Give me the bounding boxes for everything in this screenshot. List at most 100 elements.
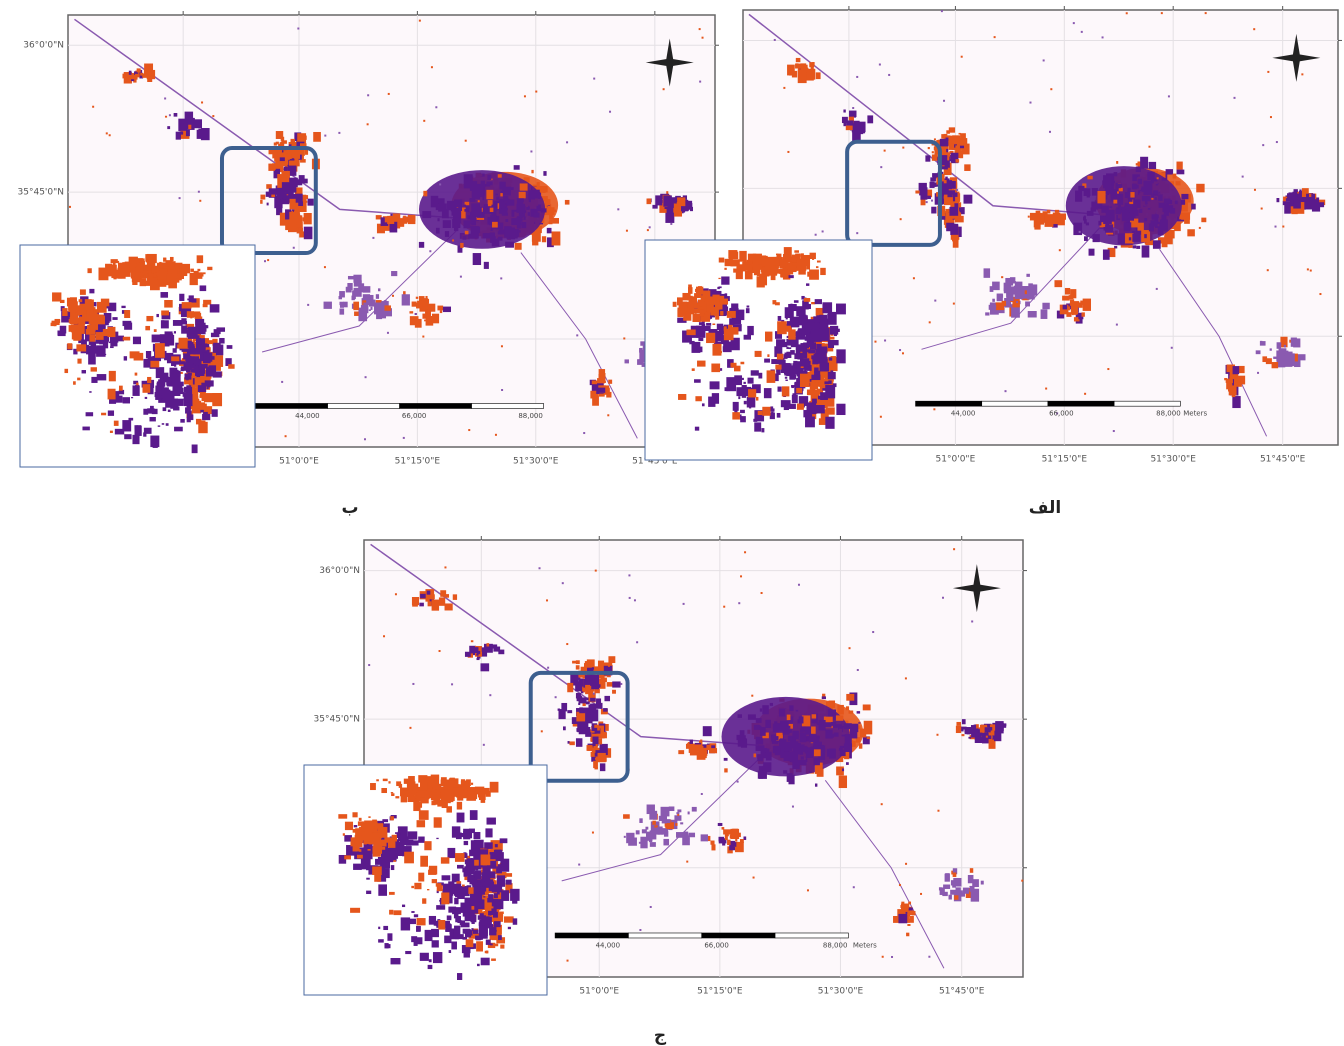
urban-patch [1176, 162, 1182, 170]
urban-patch [485, 910, 487, 911]
urban-patch [782, 326, 791, 332]
urban-patch [712, 344, 721, 356]
urban-patch [1140, 157, 1148, 169]
urban-patch [69, 206, 71, 208]
urban-patch [437, 306, 443, 311]
urban-patch [302, 151, 304, 153]
urban-patch [605, 388, 610, 394]
urban-patch [697, 361, 705, 367]
urban-patch [181, 318, 186, 323]
urban-patch [792, 731, 798, 740]
urban-patch [695, 396, 701, 401]
urban-patch [647, 198, 652, 204]
urban-patch [1016, 301, 1018, 303]
urban-patch [486, 951, 489, 954]
urban-patch [398, 827, 401, 829]
urban-patch [465, 140, 467, 142]
urban-patch [476, 869, 478, 870]
urban-patch [123, 321, 132, 326]
urban-patch [442, 209, 449, 218]
urban-patch [180, 419, 184, 423]
urban-patch [98, 268, 108, 281]
urban-patch [852, 107, 854, 109]
urban-patch [702, 326, 710, 331]
urban-patch [387, 216, 394, 224]
urban-patch [136, 383, 138, 386]
urban-patch [1238, 366, 1244, 373]
urban-patch [719, 258, 725, 263]
urban-patch [177, 273, 181, 276]
urban-patch [500, 838, 508, 843]
urban-patch [130, 351, 140, 358]
urban-patch [429, 866, 437, 875]
urban-patch [1148, 146, 1150, 148]
urban-patch [106, 321, 109, 324]
urban-patch [779, 739, 786, 748]
urban-patch [943, 100, 945, 102]
urban-patch [152, 335, 161, 343]
urban-patch [491, 958, 496, 960]
urban-patch [160, 292, 168, 298]
urban-patch [830, 337, 835, 340]
urban-patch [1256, 350, 1261, 354]
urban-patch [488, 894, 493, 900]
urban-patch [961, 56, 963, 58]
urban-patch [272, 163, 277, 168]
urban-patch [212, 409, 218, 417]
urban-patch [391, 792, 393, 793]
urban-patch [124, 434, 131, 439]
urban-patch [1072, 313, 1074, 315]
urban-patch [863, 704, 871, 710]
urban-patch [147, 408, 154, 413]
urban-patch [1113, 430, 1115, 432]
urban-patch [1021, 294, 1028, 298]
urban-patch [767, 354, 769, 357]
urban-patch [416, 918, 425, 925]
urban-patch [1089, 249, 1095, 256]
urban-patch [1276, 198, 1279, 202]
urban-patch [733, 402, 739, 411]
urban-patch [451, 208, 459, 216]
urban-patch [498, 935, 502, 940]
urban-patch [185, 112, 193, 123]
urban-patch [989, 305, 996, 310]
urban-patch [207, 387, 209, 389]
urban-patch [398, 839, 401, 842]
urban-patch [434, 795, 441, 801]
urban-patch [113, 275, 116, 279]
urban-patch [747, 397, 756, 408]
urban-patch [135, 373, 138, 376]
urban-patch [567, 683, 573, 692]
urban-patch [324, 302, 332, 309]
urban-patch [395, 593, 397, 595]
urban-patch [195, 313, 202, 319]
urban-patch [552, 231, 561, 245]
urban-patch [1085, 304, 1090, 311]
urban-patch [814, 749, 821, 756]
urban-patch [836, 349, 845, 363]
urban-patch [798, 317, 801, 322]
urban-patch [109, 265, 117, 276]
urban-patch [307, 199, 313, 206]
lon-label: 51°45'0"E [1260, 455, 1306, 465]
urban-patch [440, 590, 446, 597]
urban-patch [471, 906, 474, 910]
urban-patch [143, 409, 148, 415]
urban-patch [417, 820, 426, 827]
urban-patch [804, 298, 810, 302]
urban-patch [753, 877, 755, 879]
urban-patch [367, 849, 370, 851]
urban-patch [468, 887, 473, 894]
urban-patch [292, 158, 294, 160]
urban-patch [431, 196, 438, 208]
urban-patch [423, 120, 425, 122]
urban-patch [502, 208, 508, 216]
urban-patch [412, 302, 417, 307]
urban-patch [487, 818, 496, 825]
urban-patch [720, 299, 728, 305]
urban-patch [1138, 179, 1142, 184]
urban-patch [1181, 212, 1190, 219]
urban-patch [472, 187, 480, 198]
urban-patch [971, 730, 978, 738]
urban-patch [514, 165, 520, 170]
